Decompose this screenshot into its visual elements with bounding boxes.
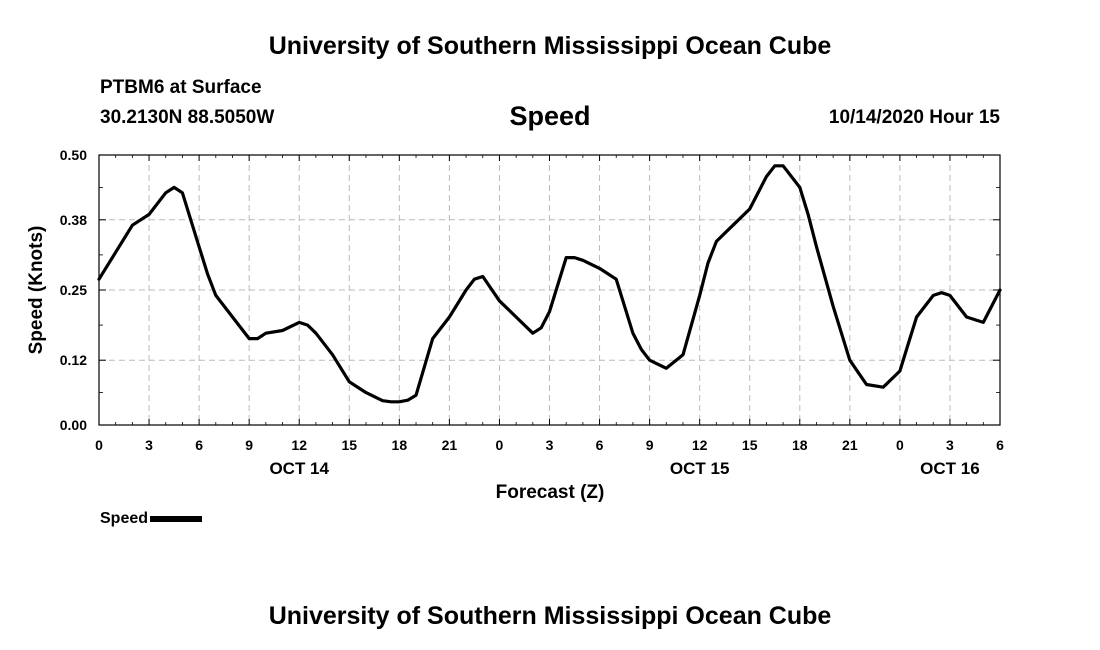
coordinates-label: 30.2130N 88.5050W — [100, 107, 275, 128]
x-tick-label: 0 — [496, 437, 504, 453]
x-tick-label: 15 — [742, 437, 758, 453]
x-tick-label: 6 — [596, 437, 604, 453]
date-label: OCT 14 — [269, 459, 329, 478]
x-tick-label: 6 — [996, 437, 1004, 453]
x-tick-label: 0 — [896, 437, 904, 453]
x-tick-label: 6 — [195, 437, 203, 453]
y-axis-label: Speed (Knots) — [26, 225, 47, 355]
y-tick-label: 0.00 — [60, 417, 87, 433]
x-tick-label: 9 — [245, 437, 253, 453]
date-label: OCT 15 — [670, 459, 730, 478]
y-tick-label: 0.50 — [60, 147, 87, 163]
x-axis-label: Forecast (Z) — [495, 482, 605, 503]
chart-title: University of Southern Mississippi Ocean… — [268, 32, 832, 60]
x-tick-label: 0 — [95, 437, 103, 453]
x-tick-label: 18 — [392, 437, 408, 453]
date-label: OCT 16 — [920, 459, 980, 478]
x-tick-label: 18 — [792, 437, 808, 453]
legend: Speed — [100, 510, 203, 528]
x-tick-label: 12 — [692, 437, 708, 453]
footer-title: University of Southern Mississippi Ocean… — [268, 602, 832, 630]
variable-title: Speed — [509, 101, 591, 131]
chart-series — [97, 164, 1002, 404]
x-tick-label: 12 — [291, 437, 307, 453]
run-time-label: 10/14/2020 Hour 15 — [828, 107, 1000, 128]
y-tick-label: 0.25 — [60, 282, 87, 298]
station-label: PTBM6 at Surface — [100, 77, 262, 98]
x-tick-label: 3 — [946, 437, 954, 453]
y-tick-label: 0.38 — [60, 212, 87, 228]
series-line-speed — [97, 164, 1002, 404]
x-tick-label: 21 — [842, 437, 858, 453]
x-tick-label: 9 — [646, 437, 654, 453]
legend-label: Speed — [100, 510, 149, 527]
legend-swatch — [150, 515, 203, 522]
x-tick-label: 21 — [442, 437, 458, 453]
chart-labels: 0 3 6 9 12 15 18 21 0 3 6 9 12 15 18 21 0 3 6 0.00 0.12 0.25 0… — [60, 147, 1004, 478]
x-tick-label: 3 — [546, 437, 554, 453]
x-tick-label: 15 — [341, 437, 357, 453]
y-tick-label: 0.12 — [60, 352, 87, 368]
x-tick-label: 3 — [145, 437, 153, 453]
